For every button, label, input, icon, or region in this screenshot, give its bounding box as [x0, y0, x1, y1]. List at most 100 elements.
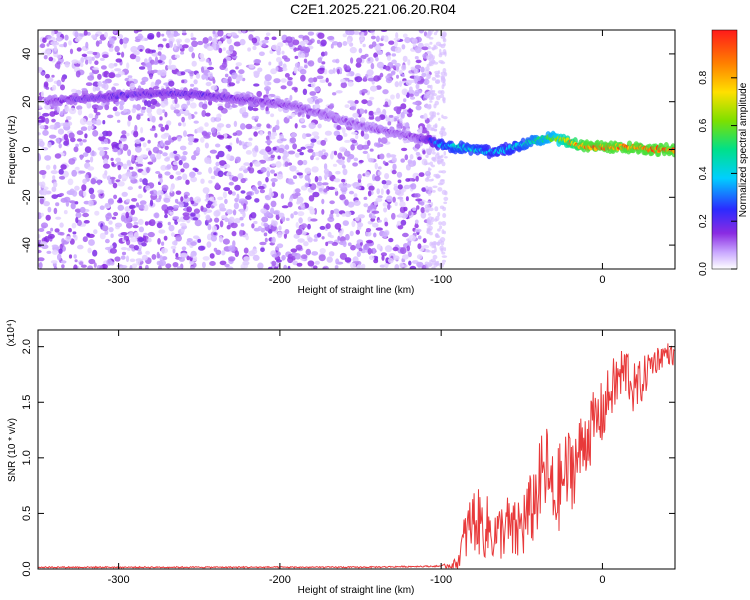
heatmap-cell	[61, 238, 65, 244]
heatmap-cell	[202, 37, 209, 44]
heatmap-cell	[342, 168, 348, 176]
heatmap-cell	[145, 147, 151, 152]
heatmap-cell	[436, 95, 441, 101]
heatmap-cell	[440, 154, 444, 158]
heatmap-cell	[324, 130, 332, 136]
heatmap-cell	[192, 262, 197, 268]
heatmap-cell	[264, 74, 272, 82]
heatmap-cell	[172, 204, 180, 209]
heatmap-cell	[102, 163, 111, 169]
heatmap-cell	[369, 255, 375, 260]
heatmap-cell	[209, 73, 213, 79]
heatmap-cell	[129, 82, 136, 90]
heatmap-cell	[191, 40, 198, 48]
heatmap-cell	[352, 31, 361, 35]
heatmap-cell	[128, 232, 135, 238]
heatmap-cell	[245, 150, 252, 155]
heatmap-cell	[345, 30, 353, 36]
heatmap-cell	[240, 190, 246, 194]
heatmap-cell	[74, 185, 80, 191]
heatmap-cell	[351, 139, 358, 144]
heatmap-cell	[136, 114, 141, 120]
heatmap-cell	[297, 148, 302, 153]
heatmap-cell	[249, 162, 253, 168]
heatmap-cell	[342, 220, 349, 227]
bottom-x-axis-label: Height of straight line (km)	[298, 585, 415, 596]
heatmap-cell	[143, 232, 149, 236]
heatmap-cell	[126, 132, 130, 137]
heatmap-cell	[164, 214, 168, 219]
heatmap-cell	[435, 233, 439, 237]
heatmap-cell	[399, 212, 404, 217]
heatmap-cell	[63, 210, 68, 215]
colorbar-ticks: 0.0 0.2 0.4 0.6 0.8	[698, 70, 737, 276]
heatmap-cell	[316, 75, 324, 80]
heatmap-cell	[294, 192, 301, 197]
heatmap-cell	[438, 60, 444, 64]
heatmap-cell	[227, 76, 232, 84]
heatmap-cell	[375, 56, 379, 62]
heatmap-cell	[210, 175, 216, 180]
heatmap-cell	[52, 249, 58, 255]
heatmap-cell	[290, 132, 298, 138]
heatmap-cell	[374, 175, 381, 182]
heatmap-cell	[111, 161, 115, 167]
heatmap-cell	[204, 157, 212, 164]
heatmap-cell	[226, 224, 231, 230]
heatmap-cell	[281, 55, 288, 60]
heatmap-cell	[388, 40, 395, 45]
heatmap-cell	[307, 260, 315, 267]
heatmap-cell	[246, 141, 253, 147]
heatmap-cell	[158, 123, 164, 128]
heatmap-cell	[442, 206, 446, 211]
heatmap-cell	[140, 81, 146, 85]
heatmap-cell	[439, 245, 445, 251]
heatmap-cell	[361, 144, 370, 150]
heatmap-cell	[290, 112, 296, 118]
heatmap-cell	[129, 258, 136, 263]
heatmap-cell	[205, 214, 211, 221]
heatmap-cell	[113, 211, 119, 217]
heatmap-cell	[181, 32, 187, 36]
heatmap-cell	[303, 46, 311, 54]
heatmap-cell	[151, 52, 159, 57]
heatmap-cell	[347, 242, 352, 247]
heatmap-cell	[408, 160, 416, 167]
heatmap-cell	[356, 144, 364, 151]
heatmap-cell	[428, 179, 433, 182]
top-x-ticks: -300 -200 -100 0	[108, 30, 605, 286]
heatmap-cell	[192, 217, 199, 221]
heatmap-cell	[280, 85, 287, 90]
heatmap-cell	[394, 62, 401, 68]
heatmap-cell	[209, 149, 217, 154]
heatmap-cell	[108, 47, 114, 52]
heatmap-cell	[51, 244, 59, 248]
heatmap-cell	[296, 172, 303, 176]
heatmap-cell	[407, 251, 412, 258]
heatmap-cell	[443, 247, 447, 252]
heatmap-cell	[152, 146, 160, 154]
heatmap-cell	[225, 123, 231, 129]
heatmap-cell	[271, 236, 276, 244]
heatmap-cell	[117, 119, 121, 123]
heatmap-cell	[224, 263, 230, 268]
heatmap-cell	[79, 62, 84, 68]
heatmap-cell	[39, 140, 45, 148]
heatmap-cell	[58, 248, 63, 254]
heatmap-cell	[406, 245, 411, 252]
heatmap-cell	[263, 153, 269, 161]
heatmap-cell	[137, 193, 143, 199]
heatmap-cell	[210, 85, 218, 91]
heatmap-cell	[251, 223, 255, 229]
heatmap-cell	[401, 44, 406, 50]
heatmap-cell	[311, 166, 319, 173]
heatmap-cell	[195, 73, 201, 79]
heatmap-cell	[285, 217, 290, 221]
heatmap-cell	[133, 50, 140, 56]
heatmap-cell	[441, 189, 447, 195]
heatmap-cell	[296, 262, 303, 267]
heatmap-cell	[217, 105, 224, 111]
heatmap-cell	[80, 126, 88, 131]
heatmap-cell	[338, 183, 346, 189]
heatmap-cell	[60, 111, 64, 116]
